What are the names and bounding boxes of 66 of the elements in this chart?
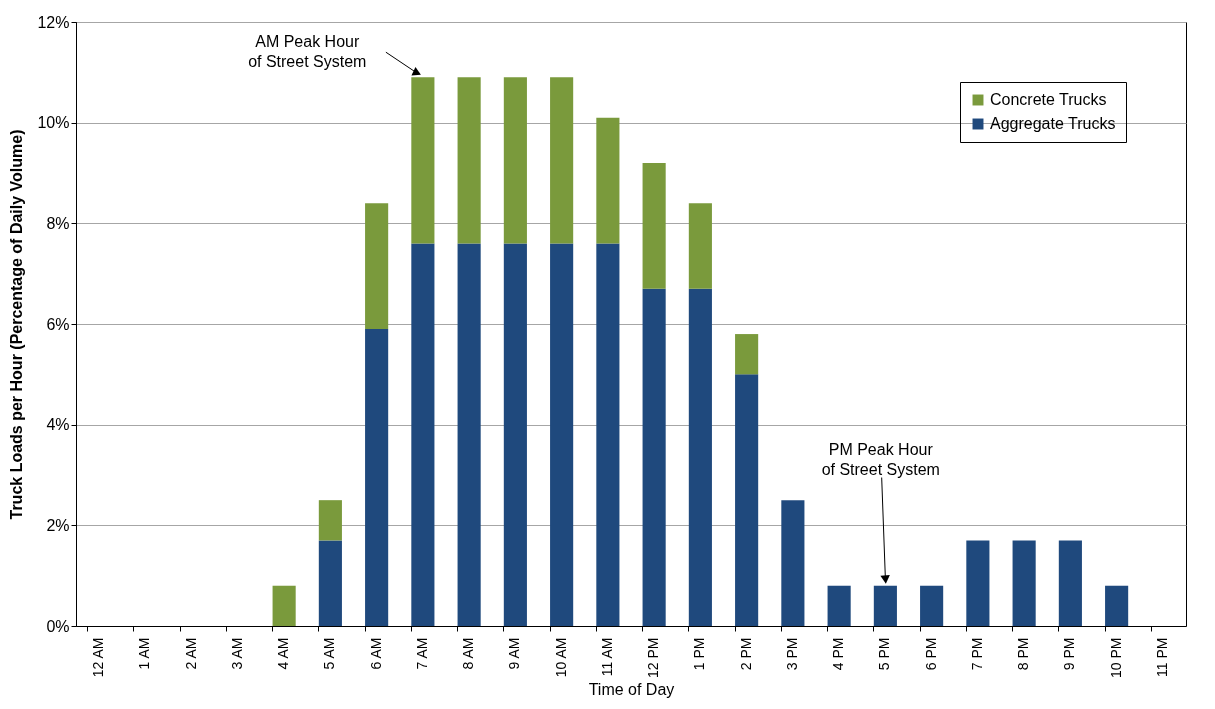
bar: [411, 243, 435, 626]
bar: [318, 540, 342, 626]
y-tick-label: 4%: [46, 416, 70, 434]
bar: [966, 540, 990, 626]
annotation: AM Peak Hour of Street System: [248, 33, 367, 71]
x-tick-label: 1 AM: [136, 637, 153, 670]
x-tick-label: 7 PM: [968, 637, 985, 671]
y-axis-title: Truck Loads per Hour (Percentage of Daily Volume): [8, 129, 26, 520]
bar: [365, 329, 389, 626]
x-tick-label: 10 AM: [552, 637, 569, 678]
x-tick-label: 6 AM: [367, 637, 384, 670]
x-tick-label: 9 PM: [1061, 637, 1078, 671]
bar: [642, 162, 666, 289]
bar: [318, 500, 342, 541]
annotation: PM Peak Hour of Street System: [821, 440, 940, 478]
x-tick-label: 11 AM: [598, 637, 615, 677]
bar: [688, 288, 712, 626]
x-tick-label: 1 PM: [691, 637, 708, 671]
bar: [1012, 540, 1036, 626]
bar: [735, 374, 759, 626]
x-tick-label: 5 AM: [321, 637, 338, 670]
bar: [596, 117, 620, 244]
x-tick-label: 3 AM: [228, 637, 245, 670]
x-tick-label: 8 AM: [460, 637, 477, 670]
legend-label: Concrete Trucks: [990, 91, 1107, 108]
bar: [1105, 585, 1129, 626]
bar: [781, 500, 805, 626]
x-tick-label: 9 AM: [506, 637, 523, 670]
bar: [920, 585, 944, 626]
bar: [457, 243, 481, 626]
y-tick-label: 2%: [46, 516, 70, 534]
bar: [272, 585, 296, 626]
y-tick-label: 12%: [37, 13, 70, 31]
x-tick-label: 7 AM: [413, 637, 430, 670]
y-tick-label: 10%: [37, 114, 70, 132]
bar: [503, 243, 527, 626]
x-tick-label: 10 PM: [1107, 637, 1124, 678]
bar: [457, 77, 481, 244]
x-tick-label: 4 AM: [275, 637, 292, 670]
bar: [688, 203, 712, 289]
bar: [550, 77, 574, 244]
x-tick-label: 3 PM: [783, 637, 800, 671]
bar: [827, 585, 851, 626]
y-tick-label: 6%: [46, 315, 70, 333]
x-tick-label: 2 PM: [737, 637, 754, 671]
x-axis-title: Time of Day: [588, 680, 675, 698]
bar: [1058, 540, 1082, 626]
x-tick-label: 12 AM: [90, 637, 107, 678]
y-tick-label: 8%: [46, 214, 70, 232]
x-tick-label: 8 PM: [1015, 637, 1032, 671]
x-tick-label: 11 PM: [1153, 637, 1170, 677]
bar: [596, 243, 620, 626]
bar: [411, 77, 435, 244]
bar: [503, 77, 527, 244]
y-tick-label: 0%: [46, 617, 70, 635]
x-tick-label: 4 PM: [830, 637, 847, 671]
x-tick-label: 6 PM: [922, 637, 939, 671]
x-tick-label: 5 PM: [876, 637, 893, 671]
x-tick-label: 2 AM: [182, 637, 199, 670]
bar: [735, 334, 759, 375]
bar: [873, 585, 897, 626]
bar: [365, 203, 389, 330]
bar: [642, 288, 666, 626]
x-tick-label: 12 PM: [645, 637, 662, 678]
bar: [550, 243, 574, 626]
legend-label: Aggregate Trucks: [990, 115, 1116, 132]
